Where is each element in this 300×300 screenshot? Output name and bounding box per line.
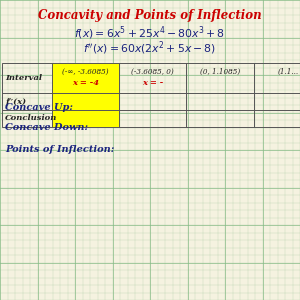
Text: Conclusion: Conclusion: [5, 115, 57, 122]
Text: Concave Up:: Concave Up:: [5, 103, 73, 112]
Bar: [2, 63, 300, 127]
Text: $f(x) = 6x^5 + 25x^4 - 80x^3 + 8$: $f(x) = 6x^5 + 25x^4 - 80x^3 + 8$: [74, 24, 226, 42]
Text: f′′(x): f′′(x): [5, 98, 26, 106]
Text: (-3.6085, 0): (-3.6085, 0): [131, 68, 174, 76]
Bar: [52, 63, 119, 127]
Text: x = -: x = -: [142, 79, 163, 87]
Text: (-∞, -3.6085): (-∞, -3.6085): [62, 68, 109, 76]
Text: x = -4: x = -4: [72, 79, 99, 87]
Text: Concave Down:: Concave Down:: [5, 122, 88, 131]
Text: (1.1...: (1.1...: [278, 68, 298, 76]
Text: (0, 1.1085): (0, 1.1085): [200, 68, 240, 76]
Text: Points of Inflection:: Points of Inflection:: [5, 146, 114, 154]
Text: $f''(x) = 60x(2x^2 + 5x - 8)$: $f''(x) = 60x(2x^2 + 5x - 8)$: [83, 39, 217, 57]
Text: Concavity and Points of Inflection: Concavity and Points of Inflection: [38, 8, 262, 22]
Text: Interval: Interval: [5, 74, 42, 82]
